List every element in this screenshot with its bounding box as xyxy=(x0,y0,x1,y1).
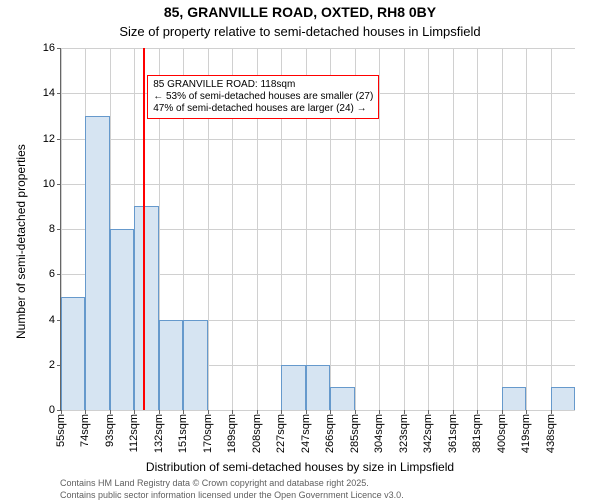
grid-line-h xyxy=(61,139,575,140)
xtick-label: 419sqm xyxy=(520,414,532,453)
histogram-bar xyxy=(85,116,109,410)
grid-line-v xyxy=(477,48,478,410)
ytick-label: 10 xyxy=(43,178,55,190)
histogram-bar xyxy=(134,206,158,410)
grid-line-v xyxy=(428,48,429,410)
xtick-label: 342sqm xyxy=(422,414,434,453)
grid-line-v xyxy=(502,48,503,410)
histogram-bar xyxy=(551,387,575,410)
chart-container: 85, GRANVILLE ROAD, OXTED, RH8 0BY Size … xyxy=(0,0,600,500)
plot-area: 024681012141655sqm74sqm93sqm112sqm132sqm… xyxy=(60,48,575,411)
annotation-line2: ← 53% of semi-detached houses are smalle… xyxy=(153,91,373,103)
xtick-label: 170sqm xyxy=(202,414,214,453)
xtick-label: 381sqm xyxy=(471,414,483,453)
histogram-bar xyxy=(502,387,526,410)
xtick-label: 227sqm xyxy=(275,414,287,453)
chart-title-line2: Size of property relative to semi-detach… xyxy=(0,24,600,39)
xtick-label: 247sqm xyxy=(300,414,312,453)
histogram-bar xyxy=(61,297,85,410)
xtick-label: 323sqm xyxy=(398,414,410,453)
xtick-label: 438sqm xyxy=(545,414,557,453)
xtick-label: 93sqm xyxy=(104,414,116,447)
xtick-label: 112sqm xyxy=(128,414,140,452)
histogram-bar xyxy=(159,320,183,411)
property-marker-line xyxy=(143,48,145,410)
histogram-bar xyxy=(306,365,330,410)
x-axis-label: Distribution of semi-detached houses by … xyxy=(0,460,600,474)
attribution-text: Contains HM Land Registry data © Crown c… xyxy=(60,478,404,501)
annotation-line1: 85 GRANVILLE ROAD: 118sqm xyxy=(153,79,373,91)
ytick-label: 12 xyxy=(43,133,55,145)
grid-line-h xyxy=(61,48,575,49)
attribution-line2: Contains public sector information licen… xyxy=(60,490,404,501)
histogram-bar xyxy=(183,320,207,411)
y-axis-label: Number of semi-detached properties xyxy=(14,144,28,339)
grid-line-v xyxy=(453,48,454,410)
xtick-label: 285sqm xyxy=(349,414,361,453)
grid-line-h xyxy=(61,410,575,411)
ytick-label: 4 xyxy=(49,314,55,326)
attribution-line1: Contains HM Land Registry data © Crown c… xyxy=(60,478,404,490)
xtick-label: 151sqm xyxy=(177,414,189,453)
grid-line-v xyxy=(551,48,552,410)
xtick-label: 266sqm xyxy=(324,414,336,453)
histogram-bar xyxy=(110,229,134,410)
histogram-bar xyxy=(330,387,354,410)
xtick-label: 304sqm xyxy=(373,414,385,453)
xtick-label: 189sqm xyxy=(226,414,238,453)
xtick-label: 400sqm xyxy=(496,414,508,453)
xtick-label: 208sqm xyxy=(251,414,263,453)
ytick-label: 6 xyxy=(49,268,55,280)
xtick-label: 74sqm xyxy=(79,414,91,447)
grid-line-h xyxy=(61,184,575,185)
grid-line-v xyxy=(379,48,380,410)
ytick-label: 8 xyxy=(49,223,55,235)
ytick-label: 14 xyxy=(43,87,55,99)
xtick-label: 132sqm xyxy=(153,414,165,453)
chart-title-line1: 85, GRANVILLE ROAD, OXTED, RH8 0BY xyxy=(0,4,600,20)
annotation-line3: 47% of semi-detached houses are larger (… xyxy=(153,103,373,115)
xtick-label: 55sqm xyxy=(55,414,67,447)
grid-line-v xyxy=(526,48,527,410)
annotation-box: 85 GRANVILLE ROAD: 118sqm← 53% of semi-d… xyxy=(147,75,379,119)
grid-line-v xyxy=(404,48,405,410)
ytick-label: 2 xyxy=(49,359,55,371)
histogram-bar xyxy=(281,365,305,410)
xtick-label: 361sqm xyxy=(447,414,459,453)
ytick-label: 16 xyxy=(43,42,55,54)
